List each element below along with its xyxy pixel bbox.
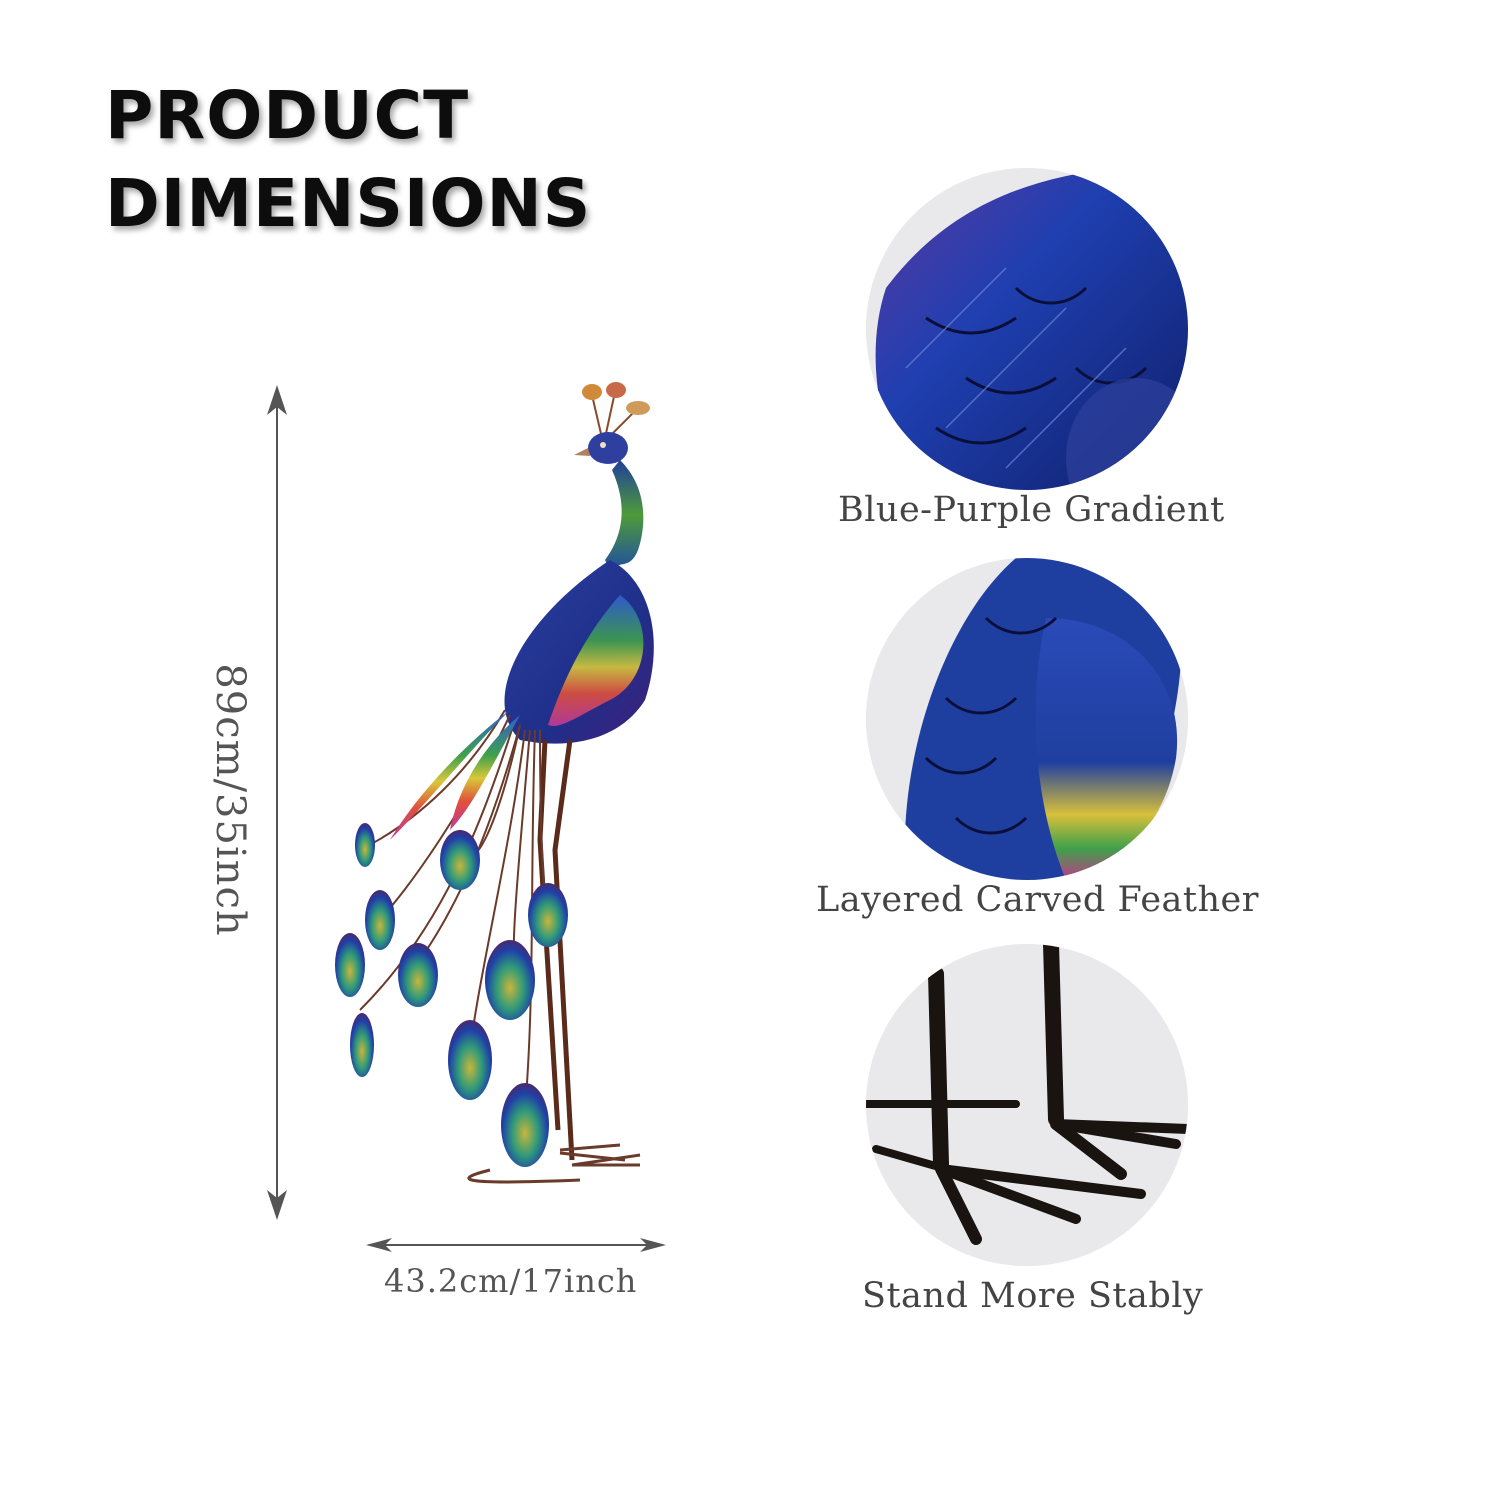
feature-caption-feather: Layered Carved Feather [816, 880, 1259, 920]
feather-closeup-image [866, 168, 1188, 490]
feature-circle-feather [866, 558, 1188, 880]
height-label: 89cm/35inch [207, 663, 253, 937]
height-arrow [267, 385, 287, 1220]
feet-stand-image [866, 944, 1188, 1266]
title-line-1: PRODUCT [105, 77, 470, 154]
feature-circle-gradient [866, 168, 1188, 490]
title-line-2: DIMENSIONS [105, 165, 592, 242]
feature-caption-gradient: Blue-Purple Gradient [838, 490, 1225, 530]
feature-circle-stand [866, 944, 1188, 1266]
page-title: PRODUCT DIMENSIONS [105, 72, 591, 248]
peacock-image [335, 382, 654, 1184]
layered-feather-image [866, 558, 1188, 880]
width-arrow [366, 1238, 666, 1252]
feature-caption-stand: Stand More Stably [862, 1276, 1204, 1316]
width-label: 43.2cm/17inch [384, 1262, 638, 1300]
